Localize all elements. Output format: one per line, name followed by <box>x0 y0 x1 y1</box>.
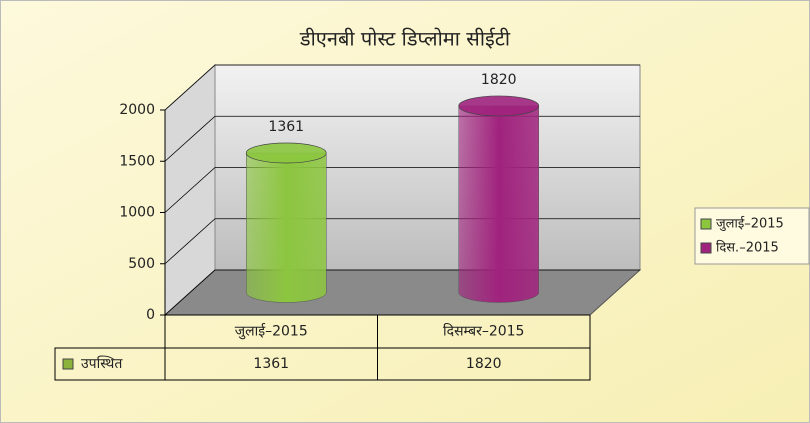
table-legend-key <box>62 358 74 370</box>
chart-title: डीएनबी पोस्ट डिप्लोमा सीईटी <box>299 27 511 51</box>
y-tick-label: 0 <box>146 307 155 323</box>
table-frame <box>54 347 591 381</box>
y-tick-label: 1000 <box>119 205 155 221</box>
legend-swatch <box>700 242 712 254</box>
y-tick-label: 2000 <box>119 102 155 118</box>
y-tick-label: 500 <box>128 256 155 272</box>
legend-swatch <box>700 218 712 230</box>
data-label: 1820 <box>481 72 517 88</box>
table-series-name: उपस्थित <box>81 355 123 372</box>
bar-top <box>245 142 327 164</box>
legend-label: दिस.–2015 <box>716 240 779 256</box>
legend-box <box>694 207 810 265</box>
data-label: 1361 <box>268 119 304 135</box>
grid-line <box>164 64 640 111</box>
x-tick-label: जुलाई–2015 <box>235 323 308 340</box>
bar <box>458 105 539 303</box>
floor <box>163 269 642 316</box>
bar <box>246 152 327 303</box>
x-tick-label: दिसम्बर–2015 <box>443 323 524 340</box>
y-tick-label: 1500 <box>119 153 155 169</box>
legend-label: जुलाई–2015 <box>716 216 784 232</box>
table-value: 1361 <box>253 356 289 372</box>
bar-top <box>458 95 540 117</box>
table-value: 1820 <box>466 356 502 372</box>
